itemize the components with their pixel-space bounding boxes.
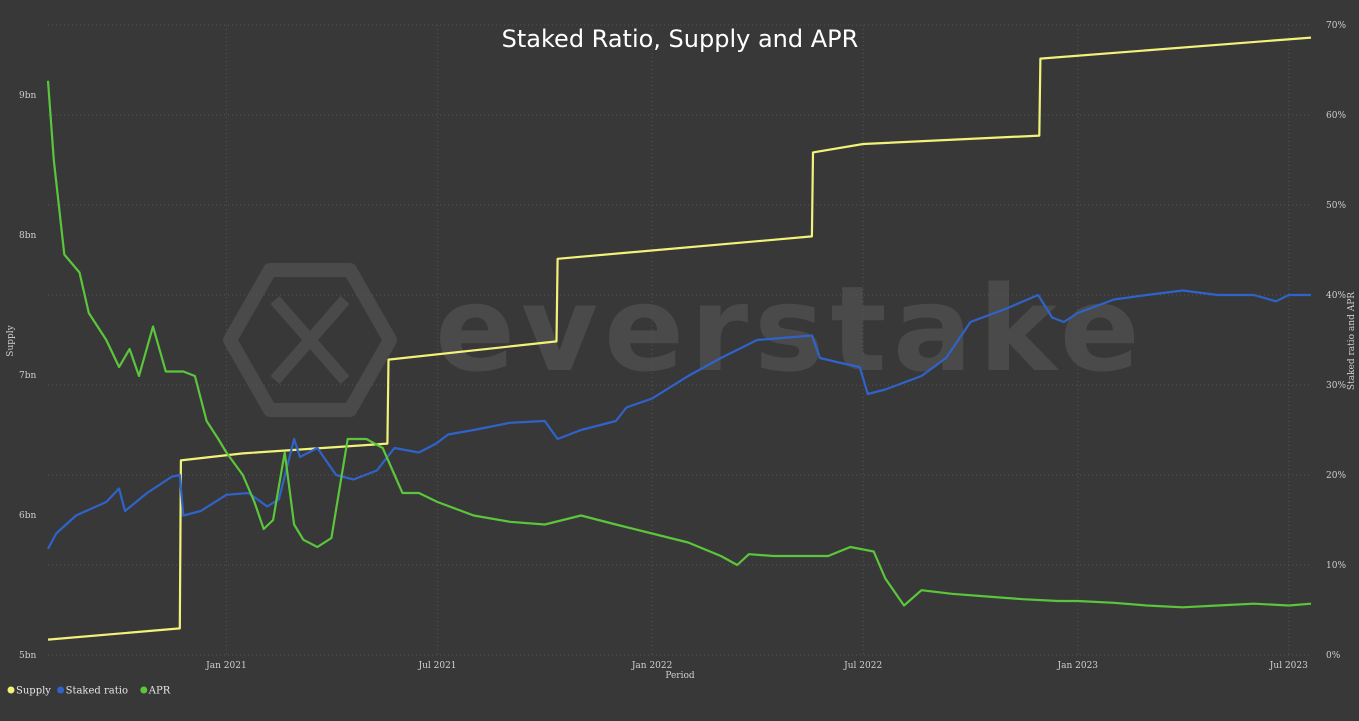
left-y-tick-label: 6bn bbox=[19, 511, 36, 521]
left-y-tick-label: 9bn bbox=[19, 91, 36, 101]
chart-title: Staked Ratio, Supply and APR bbox=[502, 25, 859, 53]
legend-label-apr: APR bbox=[148, 686, 171, 697]
right-y-axis-label: Staked ratio and APR bbox=[1347, 292, 1357, 390]
left-y-tick-label: 7bn bbox=[19, 371, 36, 381]
left-y-tick-label: 5bn bbox=[19, 651, 36, 661]
series-line-apr bbox=[46, 80, 1312, 609]
right-y-tick-label: 70% bbox=[1326, 21, 1346, 31]
x-tick-label: Jul 2022 bbox=[843, 661, 882, 671]
legend-marker-staked-ratio bbox=[57, 686, 65, 694]
right-y-tick-label: 50% bbox=[1326, 201, 1346, 211]
legend-marker-apr bbox=[140, 686, 148, 694]
x-axis-label: Period bbox=[665, 671, 695, 681]
x-tick-label: Jan 2021 bbox=[205, 661, 247, 671]
watermark: everstake bbox=[223, 260, 1146, 417]
legend-label-staked-ratio: Staked ratio bbox=[66, 686, 128, 697]
right-y-tick-label: 30% bbox=[1326, 381, 1346, 391]
series-lines bbox=[46, 36, 1312, 641]
grid bbox=[48, 24, 1311, 656]
right-y-axis: 0% 10% 20% 30% 40% 50% 60% 70% bbox=[1326, 21, 1346, 661]
right-y-tick-label: 10% bbox=[1326, 561, 1346, 571]
watermark-logo-icon bbox=[223, 263, 397, 417]
legend-marker-supply bbox=[7, 686, 15, 694]
legend: Supply Staked ratio APR bbox=[7, 686, 171, 697]
right-y-tick-label: 40% bbox=[1326, 291, 1346, 301]
x-axis: Jan 2021 Jul 2021 Jan 2022 Jul 2022 Jan 2023… bbox=[205, 661, 1308, 671]
legend-label-supply: Supply bbox=[16, 686, 51, 697]
x-tick-label: Jan 2022 bbox=[631, 661, 673, 671]
left-y-axis-label: Supply bbox=[6, 324, 16, 356]
series-line-supply bbox=[47, 36, 1312, 641]
left-y-axis: 5bn 6bn 7bn 8bn 9bn bbox=[19, 91, 36, 661]
watermark-text: everstake bbox=[435, 260, 1146, 398]
x-tick-label: Jan 2023 bbox=[1056, 661, 1098, 671]
left-y-tick-label: 8bn bbox=[19, 231, 36, 241]
right-y-tick-label: 20% bbox=[1326, 471, 1346, 481]
right-y-tick-label: 0% bbox=[1326, 651, 1341, 661]
watermark-logo-inner-icon bbox=[270, 296, 350, 384]
x-tick-label: Jul 2021 bbox=[417, 661, 456, 671]
right-y-tick-label: 60% bbox=[1326, 111, 1346, 121]
series-line-staked-ratio bbox=[47, 289, 1311, 550]
x-tick-label: Jul 2023 bbox=[1269, 661, 1308, 671]
